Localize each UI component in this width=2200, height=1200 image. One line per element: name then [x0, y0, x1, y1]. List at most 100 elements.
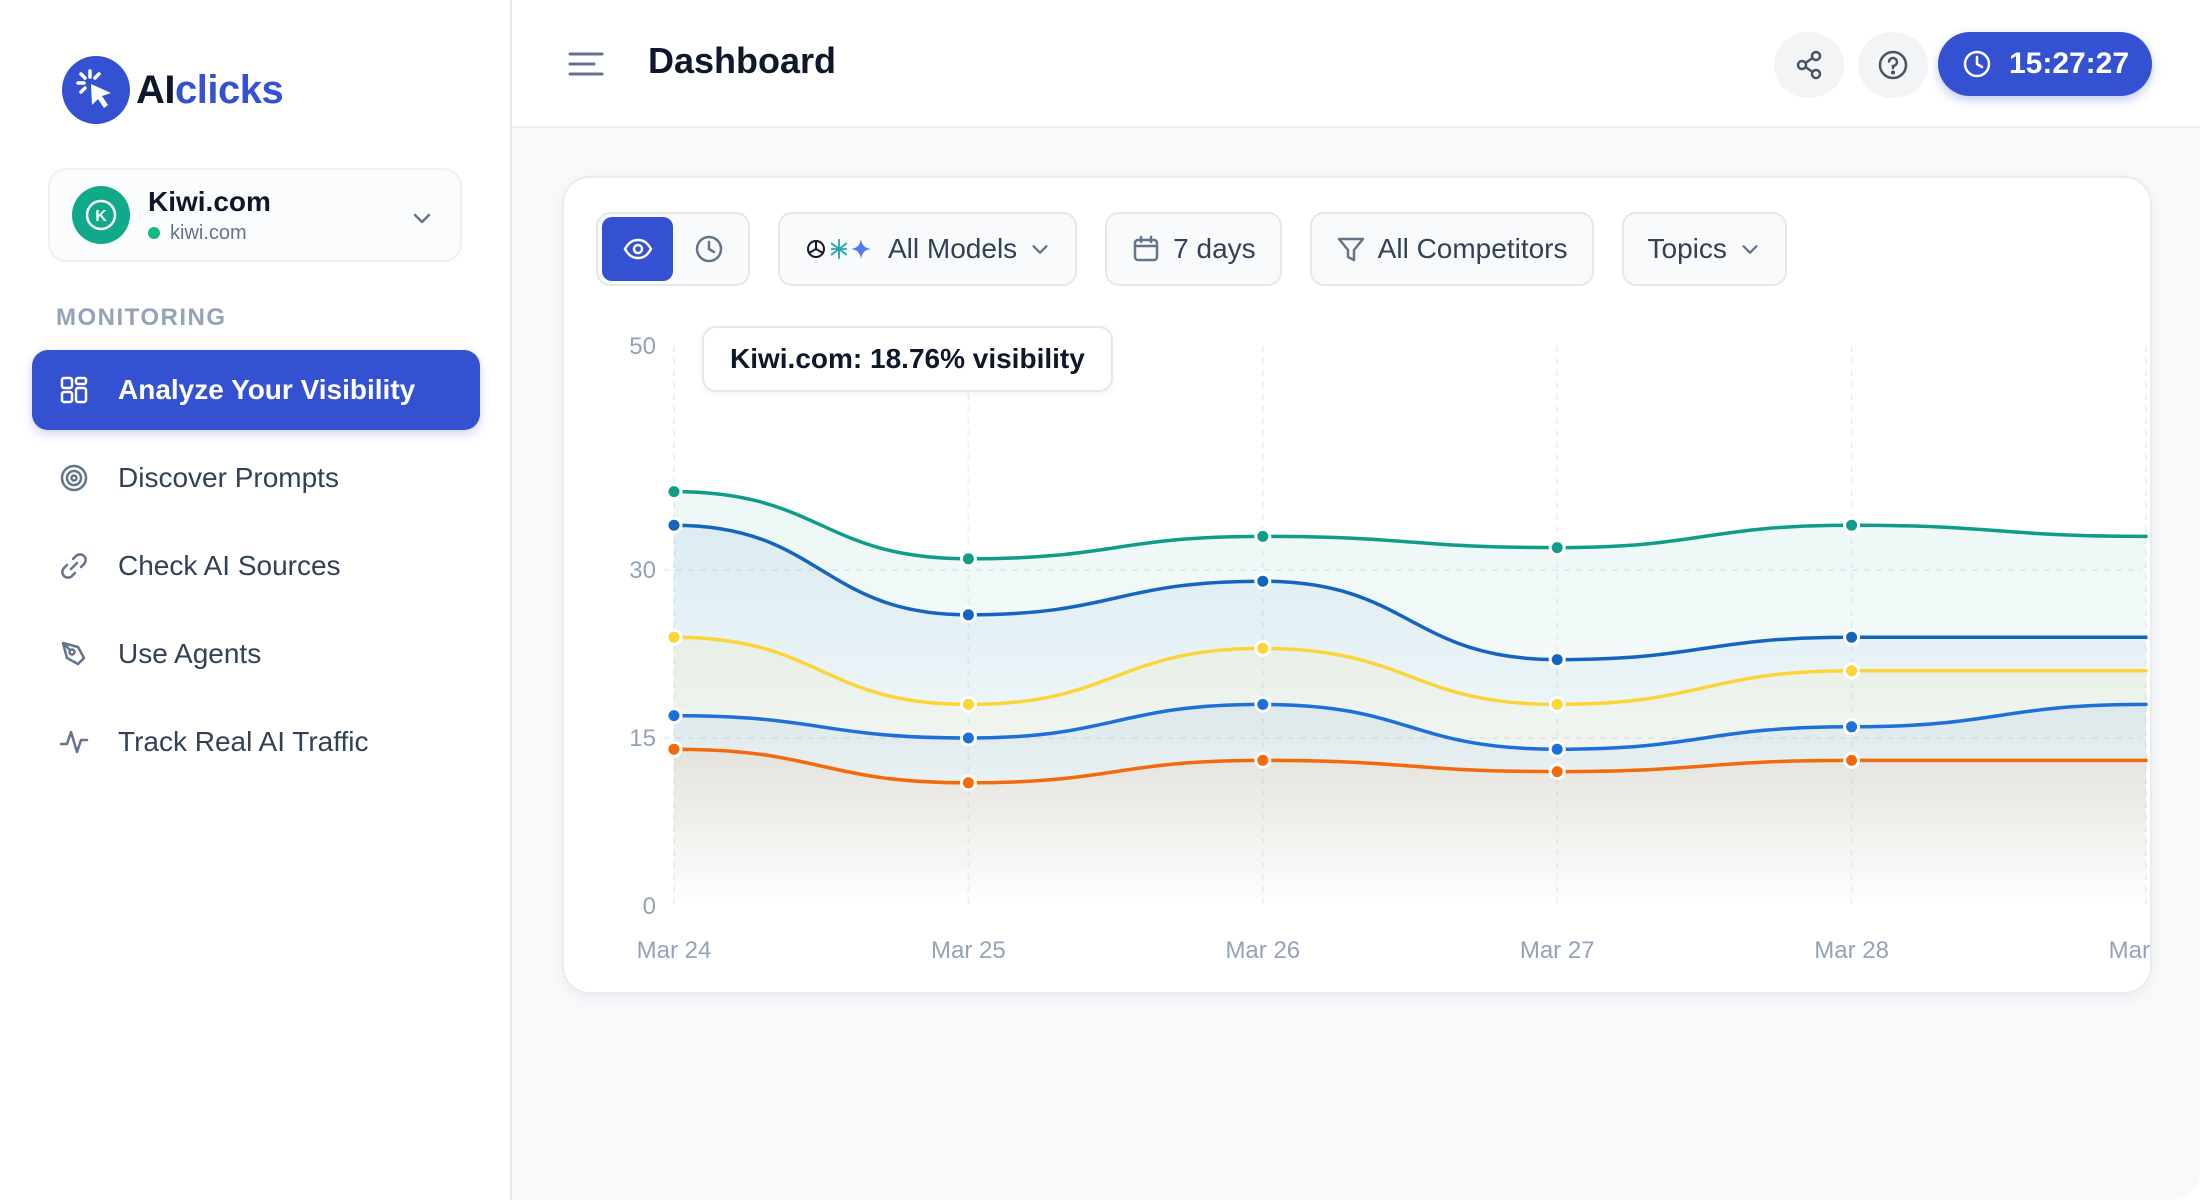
clock-icon	[695, 235, 722, 263]
data-point	[959, 774, 977, 792]
data-point	[1254, 751, 1272, 769]
topics-filter-label: Topics	[1647, 233, 1727, 264]
main-content: Mar 24 Mar 25 Mar 26 Mar 27 Mar 28 Mar 29 0 15 3…	[512, 128, 2200, 1200]
data-point	[665, 707, 683, 725]
data-point	[1548, 695, 1566, 713]
data-point	[1548, 539, 1566, 557]
series-line	[672, 635, 2148, 707]
series-line	[672, 523, 2148, 662]
share-icon	[1796, 50, 1822, 80]
x-tick-label: Mar 29	[2109, 937, 2154, 964]
openai-icon	[807, 240, 825, 258]
sidebar-item-analyze-visibility[interactable]: Analyze Your Visibility	[32, 350, 480, 430]
data-point	[959, 695, 977, 713]
data-point	[665, 740, 683, 758]
data-point	[1254, 695, 1272, 713]
sidebar-item-label: Discover Prompts	[118, 462, 339, 493]
data-point	[1843, 628, 1861, 646]
section-label-monitoring: MONITORING	[56, 304, 227, 331]
date-range-filter[interactable]: 7 days	[1105, 212, 1282, 286]
account-domain: kiwi.com	[170, 221, 247, 244]
visibility-chart: Mar 24 Mar 25 Mar 26 Mar 27 Mar 28 Mar 29 0 15 3…	[564, 178, 2154, 996]
chart-toolbar: All Models 7 days All Co	[596, 212, 1787, 286]
visibility-card: Mar 24 Mar 25 Mar 26 Mar 27 Mar 28 Mar 29 0 15 3…	[562, 176, 2154, 996]
data-point	[959, 606, 977, 624]
help-button[interactable]	[1858, 32, 1928, 98]
page-title: Dashboard	[648, 40, 837, 81]
data-point	[1843, 516, 1861, 534]
data-point	[1548, 740, 1566, 758]
account-switcher[interactable]: K Kiwi.com kiwi.com	[48, 168, 462, 262]
account-avatar-letter: K	[95, 208, 107, 225]
data-point	[665, 483, 683, 501]
chevron-down-icon	[1032, 245, 1048, 254]
competitors-filter[interactable]: All Competitors	[1309, 212, 1594, 286]
data-point	[959, 550, 977, 568]
link-icon	[56, 548, 92, 584]
filter-icon	[1337, 237, 1364, 262]
sidebar-item-check-ai-sources[interactable]: Check AI Sources	[32, 526, 480, 606]
sidebar: AIclicks K Kiwi.com kiwi.com MONITORING	[0, 0, 512, 1200]
y-tick-label: 30	[629, 557, 656, 584]
x-tick-label: Mar 28	[1814, 937, 1889, 964]
data-point	[1254, 639, 1272, 657]
y-tick-label: 0	[643, 893, 656, 920]
data-point	[1548, 651, 1566, 669]
series-area	[674, 749, 2146, 906]
target-icon	[56, 460, 92, 496]
sidebar-nav: Analyze Your Visibility Discover Prompts	[32, 350, 480, 790]
kiwi-logo-icon: K	[85, 199, 117, 231]
topbar: Dashboard 15:27:27	[512, 0, 2200, 128]
session-timer[interactable]: 15:27:27	[1938, 32, 2152, 96]
status-dot	[148, 227, 160, 239]
eye-icon	[623, 238, 652, 260]
models-filter-label: All Models	[888, 233, 1018, 264]
chevron-down-icon	[1742, 245, 1758, 254]
topics-filter[interactable]: Topics	[1621, 212, 1787, 286]
calendar-icon	[1133, 235, 1159, 262]
sidebar-item-track-ai-traffic[interactable]: Track Real AI Traffic	[32, 702, 480, 782]
x-tick-label: Mar 26	[1225, 937, 1300, 964]
data-point	[665, 516, 683, 534]
account-avatar: K	[72, 186, 130, 244]
data-point	[1843, 662, 1861, 680]
sidebar-item-use-agents[interactable]: Use Agents	[32, 614, 480, 694]
series-line	[672, 702, 2148, 751]
timer-value: 15:27:27	[2008, 47, 2130, 80]
data-point	[1254, 527, 1272, 545]
tooltip-text: Kiwi.com: 18.76% visibility	[730, 343, 1085, 374]
pen-tool-icon	[56, 636, 92, 672]
clock-icon	[1963, 50, 1991, 78]
models-filter[interactable]: All Models	[778, 212, 1078, 286]
history-view-button[interactable]	[673, 217, 744, 281]
visibility-view-button[interactable]	[602, 217, 673, 281]
series-line	[672, 747, 2148, 785]
chevron-down-icon[interactable]	[410, 206, 434, 230]
view-toggle	[596, 212, 750, 286]
data-point	[1843, 751, 1861, 769]
sidebar-item-label: Track Real AI Traffic	[118, 726, 369, 757]
data-point	[959, 729, 977, 747]
sidebar-item-label: Check AI Sources	[118, 550, 341, 581]
data-point	[665, 628, 683, 646]
x-tick-label: Mar 27	[1520, 937, 1595, 964]
share-button[interactable]	[1774, 32, 1844, 98]
brand-logo[interactable]: AIclicks	[62, 56, 284, 124]
date-range-label: 7 days	[1173, 233, 1256, 264]
perplexity-icon	[830, 238, 848, 260]
y-tick-label: 15	[629, 725, 656, 752]
account-name: Kiwi.com	[148, 185, 271, 217]
x-tick-label: Mar 25	[931, 937, 1006, 964]
sidebar-item-discover-prompts[interactable]: Discover Prompts	[32, 438, 480, 518]
activity-icon	[56, 724, 92, 760]
gemini-icon	[850, 238, 872, 260]
grid-icon	[56, 372, 92, 408]
menu-icon[interactable]	[566, 44, 606, 84]
sidebar-item-label: Use Agents	[118, 638, 262, 669]
sidebar-item-label: Analyze Your Visibility	[118, 374, 416, 405]
help-icon	[1878, 50, 1908, 80]
data-point	[1843, 718, 1861, 736]
data-point	[1254, 572, 1272, 590]
x-tick-label: Mar 24	[637, 937, 712, 964]
